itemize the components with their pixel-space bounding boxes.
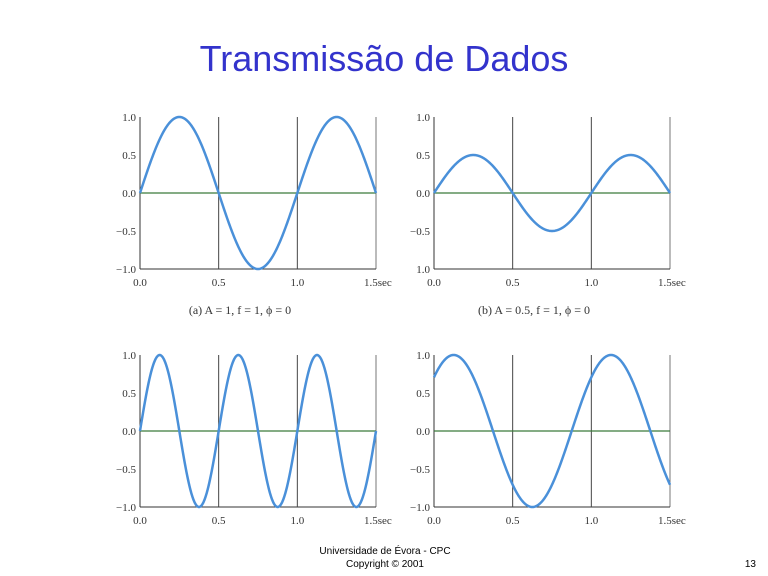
chart-3-x-tick-label: 0.5 [212,515,226,527]
chart-2-series-line [432,153,672,233]
chart-2-x-tick-label: 0.0 [427,277,441,289]
chart-4-y-tick-label: 0.0 [416,426,430,438]
chart-3-y-tick-label: −1.0 [116,502,136,514]
chart-3-x-tick-label: 1.5sec [364,515,392,527]
chart-3-y-tick-label: 1.0 [122,350,136,362]
chart-2-y-tick-label: −0.5 [410,226,430,238]
chart-1-y-tick-label: 0.5 [122,150,136,162]
footer-institution: Universidade de Évora - CPC [319,546,451,557]
chart-2-x-tick-label: 0.5 [506,277,520,289]
chart-2-y-tick-label: 1.0 [416,112,430,124]
chart-1-x-tick-label: 0.5 [212,277,226,289]
chart-4-x-tick-label: 0.0 [427,515,441,527]
chart-3-y-tick-label: 0.0 [122,426,136,438]
chart-2-y-tick-label: 1.0 [416,264,430,276]
chart-1-y-tick-label: 0.0 [122,188,136,200]
chart-1-y-tick-label: −1.0 [116,264,136,276]
chart-1-x-tick-label: 1.5sec [364,277,392,289]
chart-2-y-tick-label: 0.5 [416,150,430,162]
chart-4-series-line [432,353,672,509]
chart-2-x-tick-label: 1.5sec [658,277,686,289]
chart-4-x-tick-label: 0.5 [506,515,520,527]
chart-1-caption: (a) A = 1, f = 1, ϕ = 0 [189,303,291,317]
footer-copyright: Copyright © 2001 [346,559,424,570]
chart-4-y-tick-label: 0.5 [416,388,430,400]
chart-3-y-tick-label: 0.5 [122,388,136,400]
chart-2-caption: (b) A = 0.5, f = 1, ϕ = 0 [478,303,590,317]
page-number: 13 [744,559,756,570]
chart-1-x-tick-label: 1.0 [290,277,304,289]
chart-2-y-tick-label: 0.0 [416,188,430,200]
footer: Universidade de Évora - CPC Copyright © … [290,545,480,571]
chart-4-y-tick-label: −0.5 [410,464,430,476]
chart-3-x-tick-label: 1.0 [290,515,304,527]
chart-4-y-tick-label: 1.0 [416,350,430,362]
chart-1-y-tick-label: 1.0 [122,112,136,124]
chart-3-y-tick-label: −0.5 [116,464,136,476]
chart-1-y-tick-label: −0.5 [116,226,136,238]
chart-4-x-tick-label: 1.0 [584,515,598,527]
slide-title: Transmissão de Dados [199,38,569,79]
chart-1-x-tick-label: 0.0 [133,277,147,289]
chart-4-y-tick-label: −1.0 [410,502,430,514]
chart-3-x-tick-label: 0.0 [133,515,147,527]
chart-4-x-tick-label: 1.5sec [658,515,686,527]
chart-3-series-line [138,353,378,509]
chart-1-series-line [138,115,378,271]
chart-2-x-tick-label: 1.0 [584,277,598,289]
